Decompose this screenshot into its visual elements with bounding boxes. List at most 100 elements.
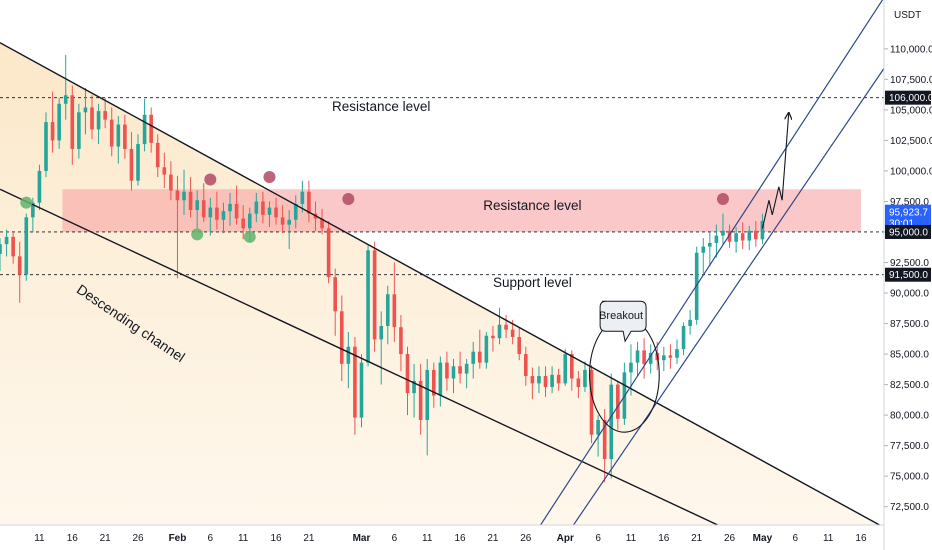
candle-body [675,349,679,358]
candle [320,208,324,235]
candle-body [109,119,114,147]
candle [254,192,259,223]
candle-body [280,217,285,225]
red-dot-3 [716,193,729,206]
candle [0,238,2,272]
x-tick-label: May [753,533,773,544]
candle [523,346,528,386]
candle-body [175,190,180,201]
candle [215,191,219,230]
candle [576,371,581,399]
candle [602,409,607,483]
candle [609,373,614,479]
x-tick-label: 6 [595,533,601,544]
candle [346,332,351,389]
candle-body [208,207,213,218]
x-tick-label: 6 [208,533,214,544]
candle [451,358,456,394]
candle [550,366,554,394]
candle-body [333,277,338,312]
candle-body [405,354,410,394]
candle-body [254,201,259,214]
candle [569,350,574,391]
x-tick-label: 16 [67,533,79,544]
candle-body [123,124,127,149]
candle-body [63,95,68,104]
candle-body [339,311,344,364]
candle-body [537,376,541,384]
breakout-label: Breakout [599,310,643,322]
candle-body [346,346,351,364]
candle-body [530,376,535,384]
candle [24,213,29,281]
y-tick-label: 102,500.0 [890,136,932,147]
candle-body [609,384,614,460]
green-dot-1 [191,228,204,241]
candle [274,197,278,225]
candle-body [688,319,692,326]
candle [70,85,75,165]
candle [583,361,587,392]
x-tick-label: 11 [238,533,249,544]
candle [412,363,416,418]
candle [714,224,719,258]
projection-path [761,114,788,229]
candle [747,225,752,251]
y-tick-label: 75,000.0 [890,472,929,483]
candle [169,161,173,201]
candle [399,315,403,372]
candle [353,336,357,435]
candle-body [300,191,305,204]
candle [17,241,22,303]
candle-body [425,369,430,420]
candle-body [648,352,653,364]
y-tick-label: 97,500.0 [890,197,929,208]
x-tick-label: 26 [520,533,532,544]
x-tick-label: 21 [691,533,703,544]
candle-body [149,114,153,143]
candle-body [431,369,436,396]
candle [175,175,180,279]
candle-body [740,233,745,241]
y-tick-label: 77,500.0 [890,441,929,452]
candle-body [523,354,528,377]
ascending-lower-line [572,68,884,525]
candle [155,134,160,178]
resistance-label-zone: Resistance level [483,198,581,213]
candle [241,205,245,240]
candle [293,195,298,229]
candle [123,114,127,159]
x-tick-label: 11 [626,533,637,544]
price-tag: 95,000.0 [885,224,931,239]
candle [688,310,692,335]
candle-body [44,122,48,171]
candle-body [24,217,29,275]
candle [563,349,568,386]
candle-body [747,230,752,241]
resistance-label-top: Resistance level [332,99,430,114]
y-tick-label: 100,000.0 [890,166,932,177]
y-tick-label: 72,500.0 [890,502,929,513]
candle-body [662,355,666,361]
price-tag-timer: 30:01 [889,219,914,230]
x-tick-label: 26 [724,533,736,544]
candle-body [96,111,101,130]
candle-body [583,369,587,388]
candle-body [372,250,377,340]
candle-body [261,201,265,215]
candle-body [17,256,22,275]
candle [142,98,147,152]
candle-body [241,218,245,229]
descending-upper-line [0,42,882,525]
red-dot-2 [342,193,355,206]
x-tick-label: 16 [270,533,282,544]
candle [760,213,765,245]
candle-body [760,220,765,240]
candle-body [182,191,186,201]
candle [201,183,206,223]
red-dot-0 [204,173,217,186]
candle [471,341,476,379]
candle [228,192,232,226]
candle [708,231,712,267]
